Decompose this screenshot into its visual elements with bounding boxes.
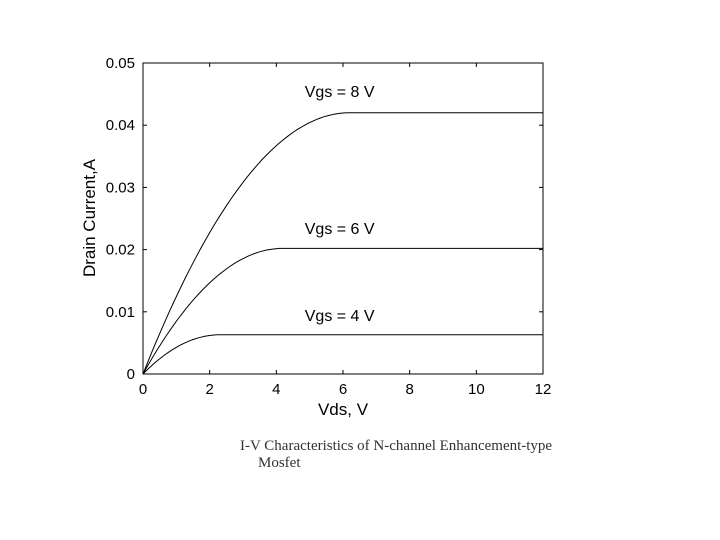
x-tick-label: 2 [205, 381, 213, 398]
curves [142, 112, 543, 375]
figure-caption: I-V Characteristics of N-channel Enhance… [240, 438, 620, 472]
y-tick-label: 0.03 [106, 179, 135, 196]
y-axis-label: Drain Current,A [80, 158, 99, 277]
x-axis-label: Vds, V [318, 400, 369, 419]
y-tick-label: 0.04 [106, 117, 135, 134]
x-tick-label: 0 [139, 381, 147, 398]
caption-line-2: Mosfet [258, 455, 301, 471]
y-tick-label: 0.05 [106, 55, 135, 72]
x-tick-label: 6 [339, 381, 347, 398]
curve-label: Vgs = 6 V [305, 221, 375, 238]
plot-frame [142, 62, 544, 375]
y-tick-label: 0.02 [106, 242, 135, 259]
curve-label: Vgs = 8 V [305, 84, 375, 101]
curve-label: Vgs = 4 V [305, 308, 375, 325]
x-tick-label: 12 [535, 381, 552, 398]
iv-curve [142, 334, 543, 375]
y-tick-label: 0 [127, 366, 135, 383]
curve-labels: Vgs = 8 V Vgs = 6 V Vgs = 4 V [305, 84, 375, 325]
iv-curve [142, 247, 543, 375]
x-tick-label: 8 [405, 381, 413, 398]
y-tick-label: 0.01 [106, 304, 135, 321]
x-tick-label: 10 [468, 381, 485, 398]
iv-curve [142, 112, 543, 375]
caption-line-1: I-V Characteristics of N-channel Enhance… [240, 438, 553, 454]
axis-ticks: 0 2 4 6 8 10 12 0 0.01 0.02 0.03 0.04 0.05 [106, 55, 552, 398]
x-tick-label: 4 [272, 381, 280, 398]
